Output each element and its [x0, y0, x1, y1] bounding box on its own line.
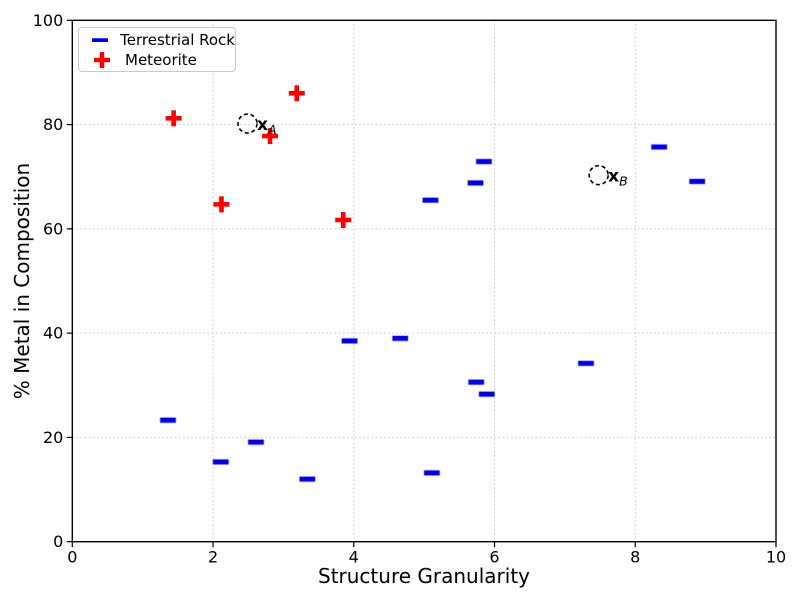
- point-terrestrial-rock: [650, 143, 668, 151]
- point-meteorite: [165, 110, 182, 127]
- point-terrestrial-rock: [391, 335, 409, 342]
- point-terrestrial-rock: [577, 360, 595, 367]
- plot-border: [71, 19, 777, 543]
- x-tick-label: 0: [67, 548, 77, 567]
- point-meteorite: [288, 85, 305, 102]
- x-tick-label: 8: [630, 548, 640, 567]
- annotation-circle-A: [237, 113, 258, 134]
- point-terrestrial-rock: [422, 197, 439, 204]
- x-tick-label: 4: [349, 548, 359, 567]
- legend-item-terrestrial-rock: Terrestrial Rock: [79, 30, 235, 50]
- legend-item-meteorite: Meteorite: [79, 50, 235, 70]
- x-axis-label: Structure Granularity: [318, 564, 530, 588]
- y-tick-label: 0: [53, 532, 63, 551]
- y-tick-label: 20: [43, 428, 63, 447]
- point-terrestrial-rock: [423, 469, 441, 476]
- annotation-circle-B: [588, 164, 609, 186]
- x-tick-label: 2: [208, 548, 218, 567]
- point-terrestrial-rock: [298, 476, 316, 483]
- point-terrestrial-rock: [247, 439, 265, 446]
- annotation-label-B: xB: [608, 167, 628, 189]
- y-tick-label: 100: [33, 11, 64, 30]
- dash-marker-icon: [79, 31, 120, 49]
- x-tick-label: 6: [489, 548, 499, 567]
- x-tick-label: 10: [766, 548, 786, 567]
- y-axis-label: % Metal in Composition: [10, 162, 34, 400]
- point-meteorite: [262, 128, 279, 145]
- point-terrestrial-rock: [478, 391, 496, 398]
- point-meteorite: [335, 211, 352, 228]
- plus-marker-icon: [79, 51, 125, 69]
- point-terrestrial-rock: [159, 417, 177, 424]
- y-tick-label: 60: [43, 219, 63, 238]
- point-terrestrial-rock: [341, 337, 358, 345]
- annotation-label-A: xA: [257, 115, 277, 137]
- point-terrestrial-rock: [475, 158, 493, 165]
- y-tick-label: 80: [43, 115, 63, 134]
- point-terrestrial-rock: [688, 178, 706, 185]
- point-terrestrial-rock: [212, 458, 230, 466]
- point-terrestrial-rock: [467, 379, 485, 386]
- legend: Terrestrial Rock Meteorite: [78, 27, 236, 72]
- legend-label: Meteorite: [125, 51, 197, 69]
- y-tick-label: 40: [43, 324, 63, 343]
- legend-label: Terrestrial Rock: [120, 31, 235, 49]
- point-meteorite: [213, 196, 230, 213]
- point-terrestrial-rock: [467, 179, 484, 187]
